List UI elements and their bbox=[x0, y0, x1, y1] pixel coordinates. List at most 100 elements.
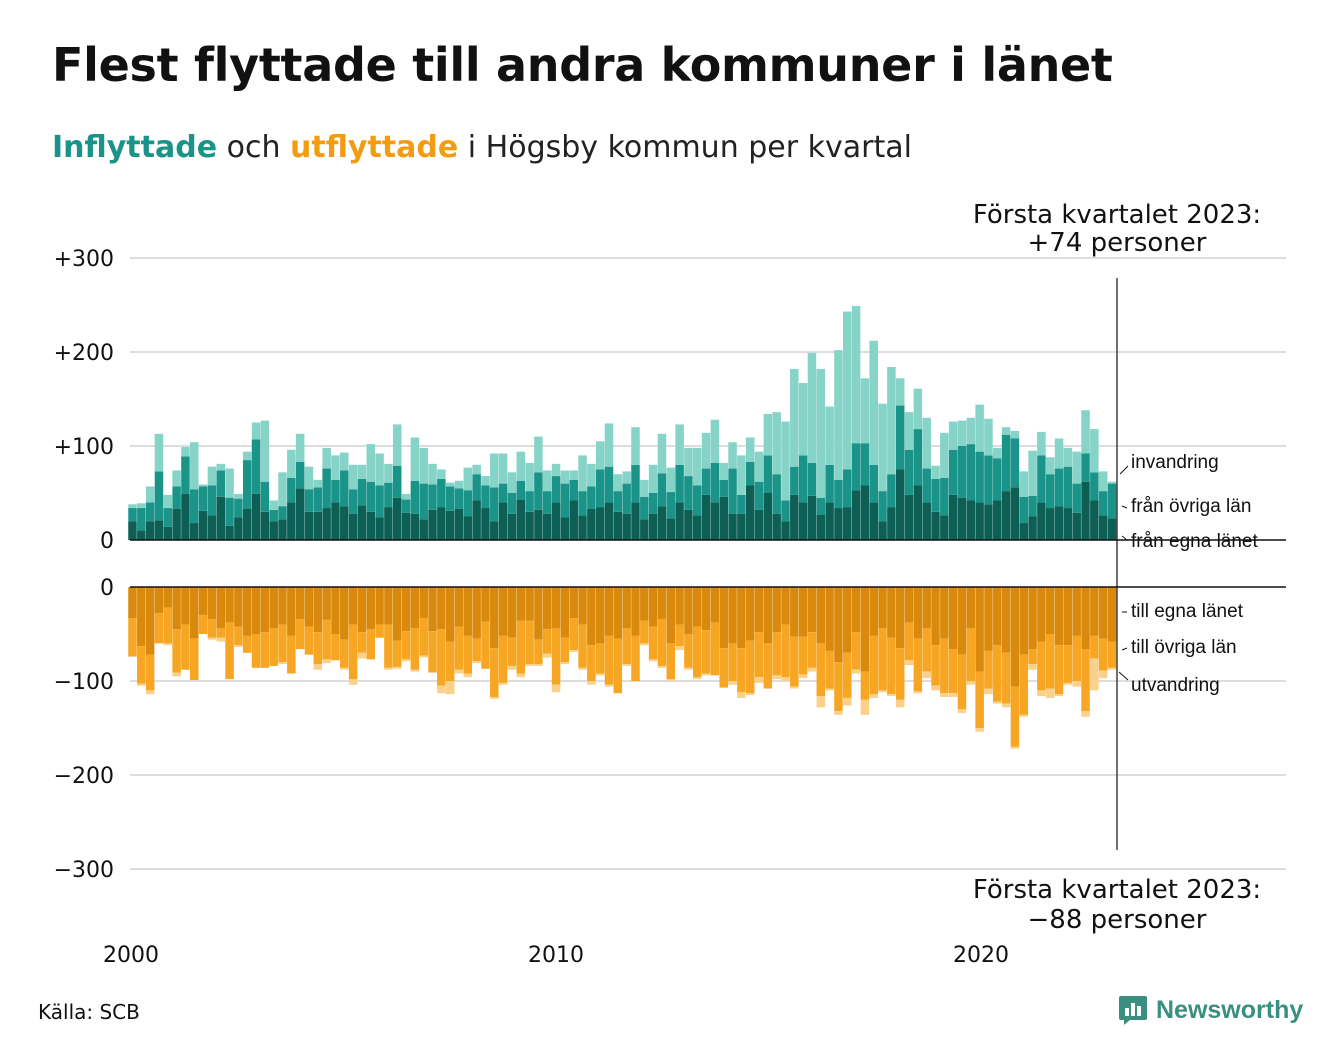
bar-in-own-county bbox=[348, 513, 358, 540]
bar-out-own-county bbox=[490, 587, 499, 649]
bar-in-other-counties bbox=[534, 472, 543, 510]
bar-in-other-counties bbox=[234, 498, 243, 518]
y-tick-label-top: +300 bbox=[54, 247, 114, 272]
label-leader-line bbox=[1119, 465, 1129, 475]
bar-in-own-county bbox=[763, 493, 773, 540]
bar-out-own-county bbox=[242, 587, 252, 636]
bar-in-other-counties bbox=[631, 464, 640, 503]
bar-in-immigration bbox=[357, 464, 367, 479]
x-tick-label: 2000 bbox=[103, 943, 159, 968]
bar-out-other-counties bbox=[1098, 638, 1108, 671]
bar-in-immigration bbox=[904, 412, 914, 450]
bar-out-other-counties bbox=[1090, 635, 1099, 659]
bar-in-own-county bbox=[322, 508, 331, 540]
bar-out-own-county bbox=[304, 587, 314, 627]
bar-in-other-counties bbox=[154, 471, 164, 521]
bar-out-own-county bbox=[181, 587, 190, 625]
bar-in-other-counties bbox=[569, 479, 578, 501]
bar-in-other-counties bbox=[640, 496, 649, 520]
bar-out-other-counties bbox=[825, 650, 834, 689]
bar-in-immigration bbox=[878, 403, 887, 492]
bar-out-emigration bbox=[693, 677, 702, 680]
bar-in-other-counties bbox=[957, 446, 967, 498]
bar-in-other-counties bbox=[772, 474, 781, 514]
bar-in-own-county bbox=[860, 485, 870, 540]
bar-out-other-counties bbox=[940, 638, 949, 694]
bar-out-emigration bbox=[622, 664, 631, 666]
bar-in-own-county bbox=[904, 494, 914, 540]
bar-out-emigration bbox=[578, 667, 587, 670]
bar-out-own-county bbox=[613, 587, 623, 639]
bar-in-own-county bbox=[569, 500, 578, 540]
bar-out-emigration bbox=[843, 697, 852, 706]
bar-in-own-county bbox=[816, 514, 826, 540]
bar-in-own-county bbox=[737, 513, 746, 540]
bar-in-immigration bbox=[631, 427, 640, 465]
bar-in-immigration bbox=[825, 406, 834, 465]
series-label-out: till egna länet bbox=[1131, 601, 1244, 622]
bar-in-own-county bbox=[745, 485, 755, 540]
bar-out-emigration bbox=[701, 673, 711, 676]
bar-in-own-county bbox=[225, 525, 234, 540]
bar-in-other-counties bbox=[922, 468, 931, 503]
bar-in-other-counties bbox=[666, 492, 676, 519]
bar-in-other-counties bbox=[843, 469, 852, 508]
bar-out-own-county bbox=[1063, 587, 1073, 646]
bar-in-immigration bbox=[940, 432, 949, 478]
bar-in-other-counties bbox=[472, 474, 481, 501]
bar-in-own-county bbox=[472, 500, 481, 540]
bar-in-own-county bbox=[366, 511, 376, 540]
bar-in-other-counties bbox=[163, 508, 173, 527]
bar-out-own-county bbox=[525, 587, 534, 621]
bar-in-other-counties bbox=[622, 483, 631, 514]
bar-out-other-counties bbox=[966, 628, 976, 681]
bar-out-own-county bbox=[578, 587, 587, 625]
bar-in-own-county bbox=[675, 502, 684, 540]
bar-in-immigration bbox=[763, 414, 773, 456]
bar-out-own-county bbox=[790, 587, 799, 637]
subtitle-utflyttade: utflyttade bbox=[290, 130, 459, 165]
bar-out-emigration bbox=[904, 660, 914, 666]
bar-out-emigration bbox=[604, 684, 614, 687]
bar-out-own-county bbox=[737, 587, 746, 649]
bar-out-other-counties bbox=[790, 636, 799, 687]
bar-in-other-counties bbox=[331, 479, 340, 503]
bar-in-other-counties bbox=[295, 461, 305, 489]
bar-in-immigration bbox=[754, 451, 764, 482]
bar-out-emigration bbox=[798, 674, 808, 679]
series-label-out: till övriga län bbox=[1131, 637, 1237, 658]
bar-out-other-counties bbox=[322, 619, 331, 660]
bar-out-other-counties bbox=[507, 637, 517, 666]
bar-in-immigration bbox=[931, 465, 940, 479]
subtitle-och: och bbox=[217, 130, 290, 165]
bar-in-other-counties bbox=[684, 476, 693, 510]
bar-out-own-county bbox=[419, 587, 428, 619]
bar-out-own-county bbox=[913, 587, 923, 639]
label-leader-line bbox=[1121, 647, 1128, 651]
bar-out-own-county bbox=[1045, 587, 1055, 634]
bar-in-immigration bbox=[984, 418, 993, 456]
bar-in-own-county bbox=[772, 513, 781, 540]
bar-out-own-county bbox=[684, 587, 693, 634]
bar-in-own-county bbox=[895, 469, 905, 540]
bar-out-own-county bbox=[957, 587, 967, 655]
bar-out-emigration bbox=[648, 659, 658, 662]
bar-in-immigration bbox=[313, 479, 323, 488]
bar-out-other-counties bbox=[128, 618, 137, 657]
bar-out-emigration bbox=[984, 688, 993, 695]
bar-out-other-counties bbox=[490, 648, 499, 697]
bar-in-other-counties bbox=[613, 491, 623, 512]
bar-out-own-county bbox=[551, 587, 561, 629]
bar-in-immigration bbox=[295, 433, 305, 462]
bar-in-own-county bbox=[728, 513, 737, 540]
bar-in-own-county bbox=[163, 526, 173, 540]
bar-out-other-counties bbox=[357, 632, 367, 653]
bar-out-own-county bbox=[1098, 587, 1108, 639]
bar-out-own-county bbox=[834, 587, 843, 663]
bar-out-own-county bbox=[781, 587, 790, 625]
bar-in-own-county bbox=[640, 519, 649, 540]
bar-in-immigration bbox=[348, 464, 358, 490]
bar-in-immigration bbox=[595, 441, 605, 470]
label-leader-line bbox=[1118, 671, 1129, 681]
label-leader-line bbox=[1121, 505, 1128, 509]
